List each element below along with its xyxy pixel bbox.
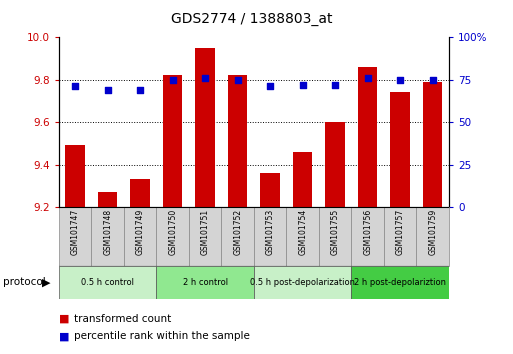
Bar: [66, 145, 85, 207]
Bar: [228, 75, 247, 207]
Text: GSM101751: GSM101751: [201, 209, 210, 255]
Bar: [319, 207, 351, 266]
Text: ■: ■: [59, 331, 69, 341]
Bar: [91, 207, 124, 266]
Text: 0.5 h control: 0.5 h control: [81, 278, 134, 287]
Point: [428, 77, 437, 82]
Bar: [261, 173, 280, 207]
Point: [136, 87, 144, 93]
Bar: [59, 207, 91, 266]
Bar: [156, 207, 189, 266]
Point: [71, 84, 80, 89]
Point: [201, 75, 209, 81]
Bar: [390, 92, 410, 207]
Text: GSM101759: GSM101759: [428, 209, 437, 255]
Bar: [351, 207, 384, 266]
Bar: [358, 67, 378, 207]
Bar: [59, 266, 156, 299]
Text: transformed count: transformed count: [74, 314, 172, 324]
Bar: [222, 207, 254, 266]
Bar: [351, 266, 449, 299]
Point: [104, 87, 112, 93]
Point: [331, 82, 339, 87]
Bar: [156, 266, 254, 299]
Text: protocol: protocol: [3, 277, 45, 287]
Text: ▶: ▶: [42, 277, 51, 287]
Bar: [189, 207, 222, 266]
Text: GSM101757: GSM101757: [396, 209, 405, 255]
Bar: [384, 207, 417, 266]
Bar: [417, 207, 449, 266]
Text: 2 h control: 2 h control: [183, 278, 228, 287]
Text: ■: ■: [59, 314, 69, 324]
Bar: [254, 266, 351, 299]
Text: GDS2774 / 1388803_at: GDS2774 / 1388803_at: [171, 12, 332, 27]
Bar: [98, 192, 117, 207]
Bar: [286, 207, 319, 266]
Text: percentile rank within the sample: percentile rank within the sample: [74, 331, 250, 341]
Bar: [130, 179, 150, 207]
Text: GSM101750: GSM101750: [168, 209, 177, 255]
Bar: [124, 207, 156, 266]
Point: [396, 77, 404, 82]
Text: GSM101749: GSM101749: [136, 209, 145, 255]
Point: [266, 84, 274, 89]
Bar: [325, 122, 345, 207]
Bar: [293, 152, 312, 207]
Bar: [195, 48, 215, 207]
Text: GSM101756: GSM101756: [363, 209, 372, 255]
Text: GSM101747: GSM101747: [71, 209, 80, 255]
Bar: [254, 207, 286, 266]
Point: [364, 75, 372, 81]
Point: [299, 82, 307, 87]
Text: GSM101752: GSM101752: [233, 209, 242, 255]
Text: GSM101755: GSM101755: [331, 209, 340, 255]
Text: GSM101754: GSM101754: [298, 209, 307, 255]
Point: [169, 77, 177, 82]
Point: [233, 77, 242, 82]
Bar: [423, 82, 442, 207]
Bar: [163, 75, 183, 207]
Text: 2 h post-depolariztion: 2 h post-depolariztion: [354, 278, 446, 287]
Text: GSM101753: GSM101753: [266, 209, 274, 255]
Text: 0.5 h post-depolarization: 0.5 h post-depolarization: [250, 278, 355, 287]
Text: GSM101748: GSM101748: [103, 209, 112, 255]
